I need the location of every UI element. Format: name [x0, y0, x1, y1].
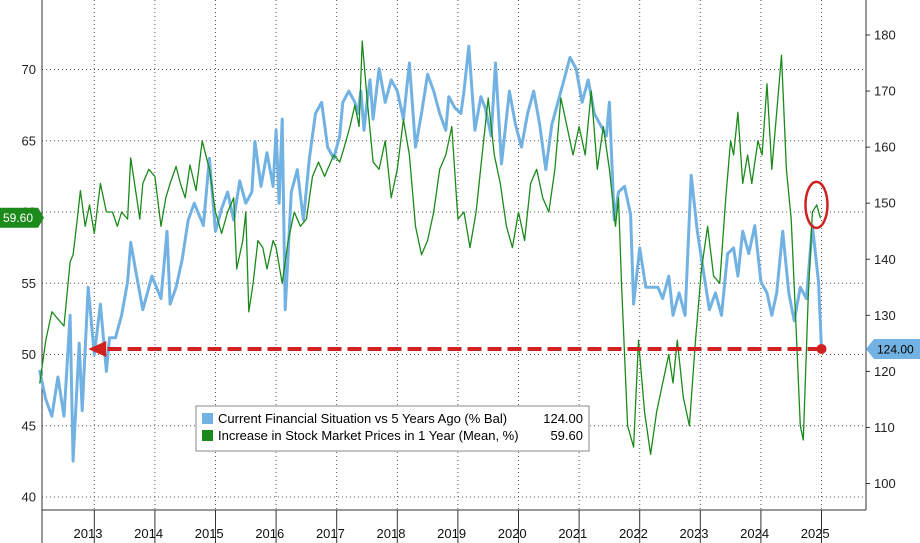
legend-value: 59.60: [550, 428, 583, 443]
legend-label: Increase in Stock Market Prices in 1 Yea…: [218, 428, 519, 443]
legend: Current Financial Situation vs 5 Years A…: [195, 405, 590, 452]
series-layer: [38, 40, 823, 463]
left-tick-label: 40: [22, 490, 36, 505]
series-line-stock-expectations: [39, 40, 821, 455]
blue-value-badge-text: 124.00: [877, 342, 914, 356]
year-label: 2013: [74, 526, 103, 541]
year-label: 2021: [558, 526, 587, 541]
year-label: 2025: [801, 526, 830, 541]
green-value-badge-text: 59.60: [3, 211, 33, 225]
legend-swatch: [202, 430, 213, 441]
legend-label: Current Financial Situation vs 5 Years A…: [218, 411, 507, 426]
series-line-financial-situation: [38, 44, 823, 463]
year-label: 2015: [195, 526, 224, 541]
legend-swatch: [202, 413, 213, 424]
right-tick-label: 160: [874, 140, 896, 155]
left-tick-label: 50: [22, 347, 36, 362]
legend-value: 124.00: [543, 411, 583, 426]
axis-lines: [41, 0, 867, 543]
left-tick-label: 55: [22, 276, 36, 291]
arrow-origin-dot: [816, 343, 827, 354]
left-tick-label: 70: [22, 62, 36, 77]
left-tick-label: 45: [22, 418, 36, 433]
x-axis-year-labels: 2013 2014 2015 2016 2017 2018 2019 2020 2021 2022…: [74, 526, 830, 541]
year-label: 2020: [498, 526, 527, 541]
year-label: 2019: [437, 526, 466, 541]
value-badges: 59.60 124.00: [0, 207, 920, 359]
year-label: 2023: [680, 526, 709, 541]
right-tick-label: 180: [874, 28, 896, 43]
year-label: 2024: [740, 526, 769, 541]
year-label: 2014: [134, 526, 163, 541]
highlight-ellipse: [804, 180, 829, 230]
year-label: 2017: [316, 526, 345, 541]
annotation-layer: [88, 180, 829, 357]
blue-value-badge: [866, 338, 920, 359]
arrow-head: [88, 340, 107, 357]
year-label: 2022: [619, 526, 648, 541]
right-tick-label: 110: [874, 420, 895, 435]
year-label: 2016: [255, 526, 284, 541]
year-label: 2018: [377, 526, 406, 541]
right-tick-label: 130: [874, 308, 896, 323]
right-tick-label: 150: [874, 196, 896, 211]
left-tick-label: 65: [22, 133, 36, 148]
right-tick-label: 140: [874, 252, 896, 267]
right-tick-label: 170: [874, 84, 896, 99]
legend-box: [195, 405, 590, 452]
right-tick-label: 100: [874, 476, 896, 491]
right-axis-ticks: 100 110 120 130 140 150 160 170 180: [866, 28, 896, 491]
right-tick-label: 120: [874, 364, 896, 379]
green-value-badge: [0, 207, 44, 228]
